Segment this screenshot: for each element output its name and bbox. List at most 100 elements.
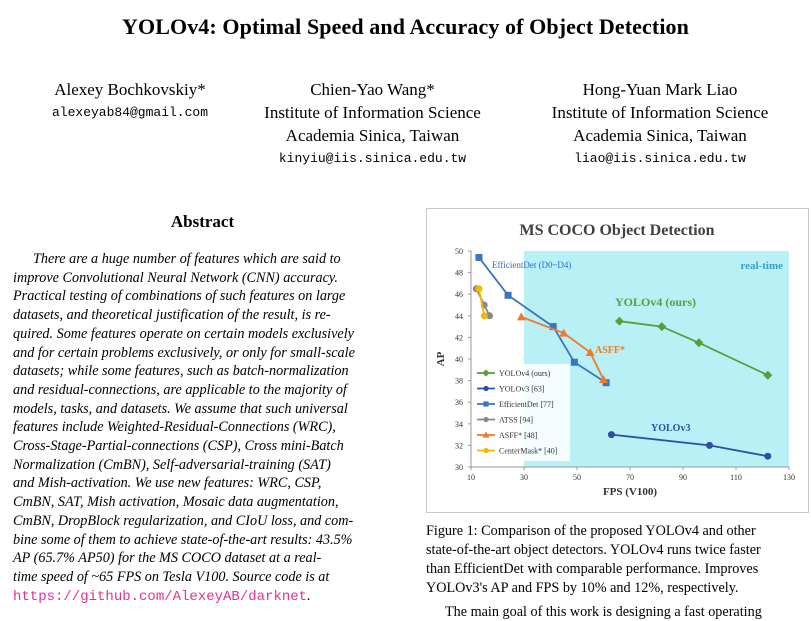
x-tick-label: 130 — [783, 473, 795, 482]
abstract-line: improve Convolutional Neural Network (CN… — [13, 269, 338, 286]
data-point — [549, 323, 557, 331]
intro-first-line: The main goal of this work is designing … — [445, 604, 762, 620]
author-email[interactable]: kinyiu@iis.sinica.edu.tw — [278, 151, 467, 166]
data-point — [516, 312, 526, 321]
x-tick-label: 10 — [467, 473, 475, 482]
figure-caption: Figure 1: Comparison of the proposed YOL… — [426, 522, 806, 598]
data-point — [570, 358, 578, 366]
y-tick-label: 46 — [455, 290, 463, 299]
source-code-link[interactable]: https://github.com/AlexeyAB/darknet — [13, 588, 308, 605]
author-affiliation: Academia Sinica, Taiwan — [573, 126, 747, 145]
author-1: Alexey Bochkovskiy* alexeyab84@gmail.com — [10, 78, 250, 125]
chart-title: MS COCO Object Detection — [519, 222, 714, 239]
legend-label: EfficientDet [77] — [499, 400, 554, 409]
legend-marker — [483, 416, 489, 423]
abstract-line: and for certain problems exclusively, or… — [13, 344, 355, 361]
paper-title: YOLOv4: Optimal Speed and Accuracy of Ob… — [122, 14, 689, 39]
author-name: Chien-Yao Wang* — [310, 80, 435, 99]
x-tick-label: 50 — [573, 473, 581, 482]
legend-label: YOLOv4 (ours) — [499, 369, 551, 378]
y-tick-label: 34 — [455, 420, 463, 429]
legend-label: ATSS [94] — [499, 416, 533, 425]
data-point — [480, 312, 488, 320]
legend-label: CenterMask* [40] — [499, 447, 558, 456]
series-line-0 — [619, 320, 769, 377]
legend-marker — [482, 369, 490, 377]
author-2: Chien-Yao Wang* Institute of Information… — [240, 78, 505, 171]
realtime-label: real-time — [740, 260, 783, 272]
x-tick-label: 90 — [679, 473, 687, 482]
y-tick-label: 44 — [455, 312, 463, 321]
y-axis-label: AP — [435, 351, 447, 366]
data-point — [585, 348, 595, 357]
y-tick-label: 30 — [455, 463, 463, 472]
data-point — [764, 452, 772, 460]
x-tick-label: 30 — [520, 473, 528, 482]
abstract-line: Cross-Stage-Partial-connections (CSP), C… — [13, 438, 344, 455]
data-point — [614, 316, 624, 326]
series-line-5 — [478, 288, 486, 316]
caption-line: Figure 1: Comparison of the proposed YOL… — [426, 523, 756, 539]
abstract-line: and residual-connections, are applicable… — [13, 381, 347, 398]
abstract-line: There are a huge number of features whic… — [33, 251, 341, 267]
legend-box — [474, 364, 570, 461]
author-3: Hong-Yuan Mark Liao Institute of Informa… — [520, 78, 800, 171]
y-tick-label: 42 — [455, 333, 463, 342]
abstract-line: CmBN, SAT, Mish activation, Mosaic data … — [13, 494, 339, 511]
caption-line: than EfficientDet with comparable perfor… — [426, 561, 759, 577]
legend-marker — [483, 401, 489, 407]
data-point — [706, 441, 713, 449]
url-period: . — [307, 587, 311, 604]
abstract-line: Practical testing of combinations of suc… — [13, 288, 346, 305]
data-point — [694, 338, 704, 348]
data-point — [486, 312, 494, 320]
x-axis-label: FPS (V100) — [603, 486, 657, 498]
y-tick-label: 40 — [455, 355, 463, 364]
data-point — [657, 322, 667, 332]
author-name: Alexey Bochkovskiy* — [54, 80, 206, 99]
figure-1: MS COCO Object Detection real-time 10 30 50 7… — [426, 208, 809, 513]
legend-label: YOLOv3 [63] — [499, 385, 545, 394]
author-email[interactable]: alexeyab84@gmail.com — [51, 105, 209, 120]
abstract-line: bine some of them to achieve state-of-th… — [13, 531, 353, 548]
legend-label: ASFF* [48] — [499, 431, 538, 440]
author-name: Hong-Yuan Mark Liao — [582, 80, 738, 99]
author-email[interactable]: liao@iis.sinica.edu.tw — [574, 151, 746, 166]
y-tick-label: 48 — [455, 269, 463, 278]
abstract-line: and Mish-activation. We use new features… — [13, 475, 322, 492]
y-tick-label: 38 — [455, 377, 463, 386]
annotation-asff: ASFF* — [595, 345, 625, 356]
annotation-yolov4: YOLOv4 (ours) — [615, 295, 696, 309]
abstract-line: Normalization (CmBN), Self-adversarial-t… — [13, 456, 331, 473]
caption-line: state-of-the-art object detectors. YOLOv… — [426, 542, 761, 558]
abstract-line: models, tasks, and datasets. We assume t… — [13, 400, 348, 417]
data-point — [763, 370, 773, 380]
abstract-url-line: https://github.com/AlexeyAB/darknet. — [13, 587, 392, 607]
annotation-yolov3: YOLOv3 — [651, 423, 690, 434]
data-point — [599, 375, 608, 384]
annotation-efficientdet: EfficientDet (D0~D4) — [492, 260, 571, 270]
data-point — [475, 285, 483, 293]
x-tick-label: 70 — [626, 473, 634, 482]
legend-marker — [482, 431, 490, 438]
author-affiliation: Academia Sinica, Taiwan — [285, 126, 460, 145]
author-affiliation: Institute of Information Science — [551, 103, 769, 122]
abstract-line: AP (65.7% AP50) for the MS COCO dataset … — [13, 550, 322, 567]
abstract-line: CmBN, DropBlock regularization, and CIoU… — [13, 512, 354, 529]
x-tick-label: 110 — [730, 473, 742, 482]
y-tick-label: 32 — [455, 441, 463, 450]
abstract-body: There are a huge number of features whic… — [13, 250, 392, 606]
caption-line: YOLOv3's AP and FPS by 10% and 12%, resp… — [426, 580, 739, 596]
abstract-line: datasets, and theoretical justification … — [13, 307, 331, 324]
abstract-line: quired. Some features operate on certain… — [13, 325, 354, 342]
y-tick-label: 50 — [455, 247, 463, 256]
legend-marker — [483, 385, 489, 392]
data-point — [475, 253, 483, 261]
data-point — [559, 328, 569, 337]
y-tick-label: 36 — [455, 398, 463, 407]
abstract-line: time speed of ~65 FPS on Tesla V100. Sou… — [13, 568, 330, 585]
author-affiliation: Institute of Information Science — [264, 103, 481, 122]
ms-coco-chart: MS COCO Object Detection real-time 10 30 50 7… — [435, 222, 795, 498]
abstract-line: datasets; while some features, such as b… — [13, 363, 349, 380]
data-point — [504, 291, 512, 299]
